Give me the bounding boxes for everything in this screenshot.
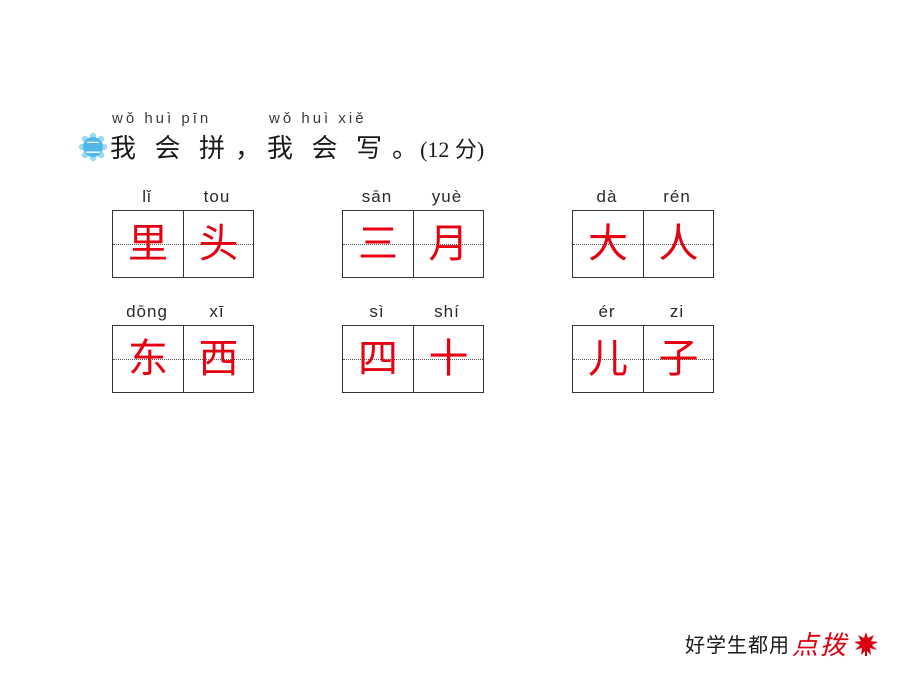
pinyin-row: lǐtou [112, 187, 254, 207]
footer: 好学生都用 点拨 [685, 625, 880, 662]
character-cell: 月 [413, 211, 483, 277]
word-block: dàrén 大人 [572, 187, 714, 278]
character: 子 [659, 339, 699, 379]
character: 十 [429, 339, 469, 379]
cell-pinyin: sān [342, 187, 412, 207]
cell-pair: 三月 [342, 210, 484, 278]
cell-pair: 东西 [112, 325, 254, 393]
cell-pinyin: shí [412, 302, 482, 322]
character: 里 [128, 224, 168, 264]
character-cell: 三 [343, 211, 413, 277]
title-pinyin-1: wǒ huì pīn [112, 110, 211, 127]
title-group-2: wǒ huì xiě 我 会 写 [267, 128, 388, 165]
character-cell: 里 [113, 211, 183, 277]
cell-pinyin: tou [182, 187, 252, 207]
character-cell: 东 [113, 326, 183, 392]
character: 四 [358, 339, 398, 379]
answer-grid: lǐtou里头sānyuè三月dàrén大人dōngxī东西sìshí四十érz… [78, 187, 842, 393]
question-number-label: 二 [85, 140, 101, 157]
cell-pinyin: ér [572, 302, 642, 322]
word-block: sānyuè 三月 [342, 187, 484, 278]
pinyin-row: sānyuè [342, 187, 484, 207]
grid-row: dōngxī 东西 sìshí 四十 érzi 儿子 [112, 302, 842, 393]
word-block: lǐtou 里头 [112, 187, 254, 278]
pinyin-row: dōngxī [112, 302, 254, 322]
cell-pinyin: dōng [112, 302, 182, 322]
title-text: wǒ huì pīn 我 会 拼 ， wǒ huì xiě 我 会 写 。 (1… [110, 128, 484, 165]
character-cell: 子 [643, 326, 713, 392]
word-block: érzi 儿子 [572, 302, 714, 393]
cell-pinyin: xī [182, 302, 252, 322]
question-title-row: 二 wǒ huì pīn 我 会 拼 ， wǒ huì xiě 我 会 写 。 … [78, 128, 842, 165]
character: 三 [358, 224, 398, 264]
title-chinese-2: 我 会 写 [267, 134, 388, 163]
title-pinyin-2: wǒ huì xiě [269, 110, 367, 127]
cell-pinyin: sì [342, 302, 412, 322]
cell-pinyin: dà [572, 187, 642, 207]
cell-pair: 里头 [112, 210, 254, 278]
character-cell: 十 [413, 326, 483, 392]
character-cell: 大 [573, 211, 643, 277]
pinyin-row: érzi [572, 302, 714, 322]
cell-pair: 大人 [572, 210, 714, 278]
cell-pair: 四十 [342, 325, 484, 393]
word-block: sìshí 四十 [342, 302, 484, 393]
question-number-badge-icon: 二 [78, 132, 108, 162]
character-cell: 四 [343, 326, 413, 392]
character: 人 [659, 224, 699, 264]
character-cell: 人 [643, 211, 713, 277]
footer-text: 好学生都用 [685, 629, 790, 658]
character: 头 [199, 224, 239, 264]
footer-brand: 点拨 [792, 625, 848, 662]
title-group-1: wǒ huì pīn 我 会 拼 [110, 128, 231, 165]
title-period: 。 [392, 128, 418, 165]
title-score: (12 分) [420, 132, 484, 164]
cell-pinyin: zi [642, 302, 712, 322]
maple-leaf-icon [852, 630, 880, 658]
character: 大 [588, 224, 628, 264]
word-block: dōngxī 东西 [112, 302, 254, 393]
character: 西 [199, 339, 239, 379]
cell-pinyin: yuè [412, 187, 482, 207]
pinyin-row: dàrén [572, 187, 714, 207]
cell-pinyin: rén [642, 187, 712, 207]
character: 东 [128, 339, 168, 379]
character: 月 [429, 224, 469, 264]
character-cell: 儿 [573, 326, 643, 392]
cell-pinyin: lǐ [112, 187, 182, 207]
character: 儿 [588, 339, 628, 379]
character-cell: 西 [183, 326, 253, 392]
title-chinese-1: 我 会 拼 [110, 134, 231, 163]
title-comma: ， [235, 128, 261, 165]
pinyin-row: sìshí [342, 302, 484, 322]
character-cell: 头 [183, 211, 253, 277]
cell-pair: 儿子 [572, 325, 714, 393]
grid-row: lǐtou 里头 sānyuè 三月 dàrén 大人 [112, 187, 842, 278]
